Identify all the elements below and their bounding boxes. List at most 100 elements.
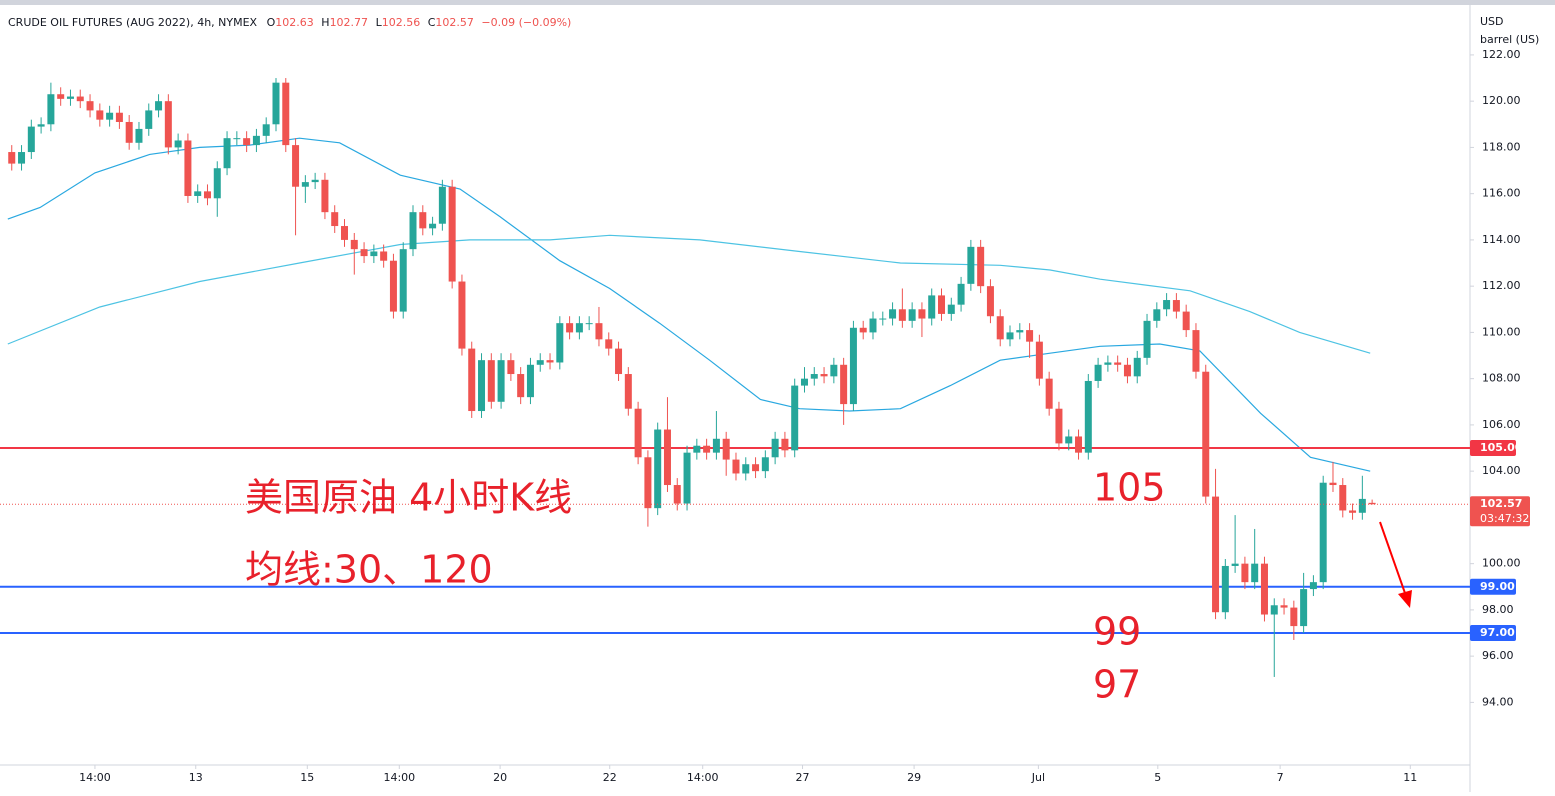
c-value: 102.57 [435,16,474,29]
candle-body [262,124,270,136]
candle-body [341,226,349,240]
x-tick-label: 11 [1403,771,1417,784]
candle-body [399,249,407,312]
candle-body [468,348,476,412]
candle-body [27,126,35,153]
candle-body [536,360,544,365]
y-tick-label: 98.00 [1482,603,1514,616]
candle-body [859,327,867,333]
arrow [1379,521,1412,608]
y-tick-label: 108.00 [1482,372,1521,385]
candle-body [928,295,936,319]
candle-body [526,364,534,398]
candle-body [1260,563,1268,615]
chart-header: CRUDE OIL FUTURES (AUG 2022), 4h, NYMEX … [8,16,571,29]
level-label: 99.00 [1480,580,1515,593]
candle-body [223,138,231,169]
candle-body [487,360,495,402]
candle-body [938,295,946,314]
candle-body [830,364,838,377]
candle-body [1182,311,1190,331]
y-tick-label: 112.00 [1482,279,1521,292]
candle-body [1309,582,1317,590]
x-tick-label: 7 [1277,771,1284,784]
candle-body [1026,330,1034,342]
x-tick-label: 14:00 [383,771,415,784]
candle-body [76,96,84,102]
annotation-level: 99 [1093,610,1141,654]
candle-body [595,323,603,340]
candle-body [164,101,172,148]
plot [0,78,1470,677]
y-tick-label: 118.00 [1482,140,1521,153]
candle-body [1114,362,1122,365]
candle-body [96,110,104,120]
candle-body [311,179,319,183]
candle-body [908,309,916,321]
candle-body [1202,371,1210,497]
annotation-title: 美国原油 4小时K线 [245,476,572,520]
candle-body [634,408,642,458]
candle-body [497,360,505,402]
x-tick-label: Jul [1031,771,1045,784]
candle-body [507,360,515,375]
candle-body [47,94,55,125]
candle-body [1123,364,1131,377]
x-tick-label: 13 [189,771,203,784]
candle-body [478,360,486,412]
candle-body [1221,565,1229,613]
candle-body [115,112,123,122]
annotation-level: 105 [1093,466,1166,510]
candle-body [438,186,446,224]
candle-body [370,251,378,257]
candle-body [448,186,456,282]
y-tick-label: 104.00 [1482,464,1521,477]
candle-body [1349,510,1357,513]
change: −0.09 (−0.09%) [481,16,571,29]
candle-body [663,429,671,486]
x-tick-label: 22 [603,771,617,784]
candle-body [986,286,994,317]
candle-body [272,82,280,125]
candle-body [213,168,221,199]
y-tick-label: 106.00 [1482,418,1521,431]
candle-body [849,327,857,405]
h-value: 102.77 [330,16,369,29]
candle-body [350,239,358,250]
candle-body [174,140,182,148]
candle-body [1300,589,1308,627]
y-tick-label: 114.00 [1482,233,1521,246]
candle-body [1212,496,1220,613]
y-tick-label: 116.00 [1482,187,1521,200]
candle-body [732,459,740,474]
candle-body [301,182,309,187]
y-tick-label: 122.00 [1482,48,1521,61]
candle-body [1035,341,1043,379]
candle-body [693,445,701,453]
candle-body [654,429,662,509]
candle-body [282,82,290,146]
candle-body [145,110,153,129]
candle-body [977,246,985,287]
candle-body [624,374,632,409]
candle-body [1270,605,1278,615]
symbol: CRUDE OIL FUTURES (AUG 2022), 4h, NYMEX [8,16,258,29]
candle-body [419,212,427,229]
x-tick-label: 27 [796,771,810,784]
candle-body [1319,482,1327,583]
annotation-ma: 均线:30、120 [245,548,493,592]
candle-body [331,212,339,227]
x-tick-label: 20 [493,771,507,784]
candle-body [1045,378,1053,409]
candle-body [1329,482,1337,486]
candle-body [566,323,574,333]
candle-body [742,464,750,474]
candle-body [967,246,975,284]
candle-body [781,438,789,451]
candle-body [800,378,808,386]
candle-body [1280,605,1288,608]
candle-body [1094,364,1102,381]
candle-body [615,348,623,375]
